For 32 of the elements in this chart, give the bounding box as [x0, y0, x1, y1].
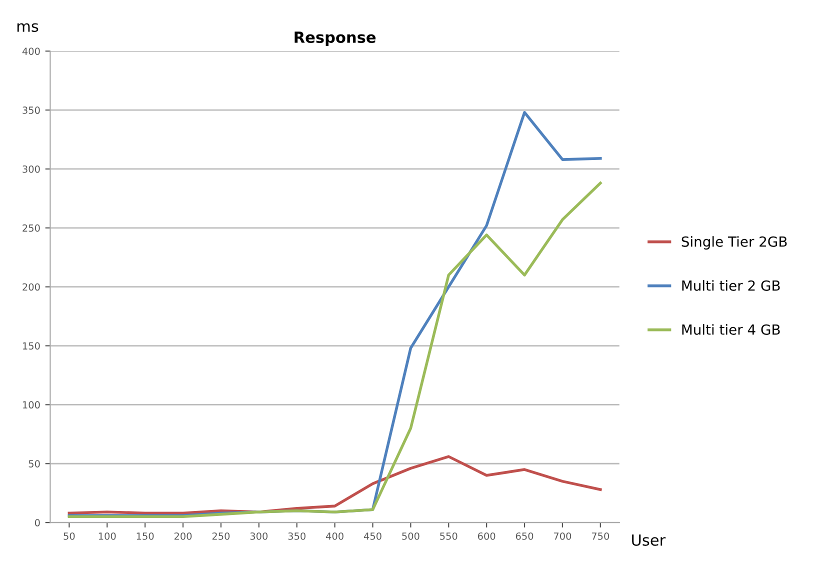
x-tick-label: 50	[64, 532, 75, 540]
x-tick-label: 700	[554, 532, 572, 540]
x-tick-label: 200	[174, 532, 192, 540]
x-tick-label: 650	[516, 532, 534, 540]
legend-label: Single Tier 2GB	[682, 236, 787, 250]
y-tick-label: 350	[22, 106, 40, 114]
y-tick-label: 0	[34, 519, 40, 526]
y-tick-label: 300	[22, 165, 40, 173]
y-tick-label: 50	[28, 460, 40, 468]
chart-title: Response	[294, 32, 376, 46]
x-tick-label: 600	[478, 532, 496, 540]
y-tick-label: 200	[22, 283, 40, 291]
x-tick-label: 350	[288, 532, 306, 540]
y-tick-label: 250	[22, 224, 40, 232]
y-tick-label: 100	[23, 401, 40, 409]
x-tick-label: 400	[326, 532, 344, 540]
line-series	[68, 455, 602, 515]
y-tick-label: 150	[23, 342, 40, 350]
x-tick-label: 250	[212, 532, 230, 540]
legend-label: Multi tier 2 GB	[682, 280, 780, 291]
x-tick-label: 100	[98, 532, 116, 540]
x-tick-label: 300	[250, 532, 268, 540]
y-axis-title: ms	[17, 23, 38, 32]
x-tick-label: 450	[364, 532, 382, 540]
x-tick-label: 500	[402, 532, 420, 540]
x-tick-label: 750	[592, 532, 610, 540]
y-tick-label: 400	[22, 48, 40, 55]
x-tick-label: 150	[136, 532, 154, 540]
x-tick-label: 550	[440, 532, 458, 540]
legend-label: Multi tier 4 GB	[682, 324, 780, 335]
line-series	[68, 182, 602, 518]
x-axis-title: User	[632, 534, 666, 546]
